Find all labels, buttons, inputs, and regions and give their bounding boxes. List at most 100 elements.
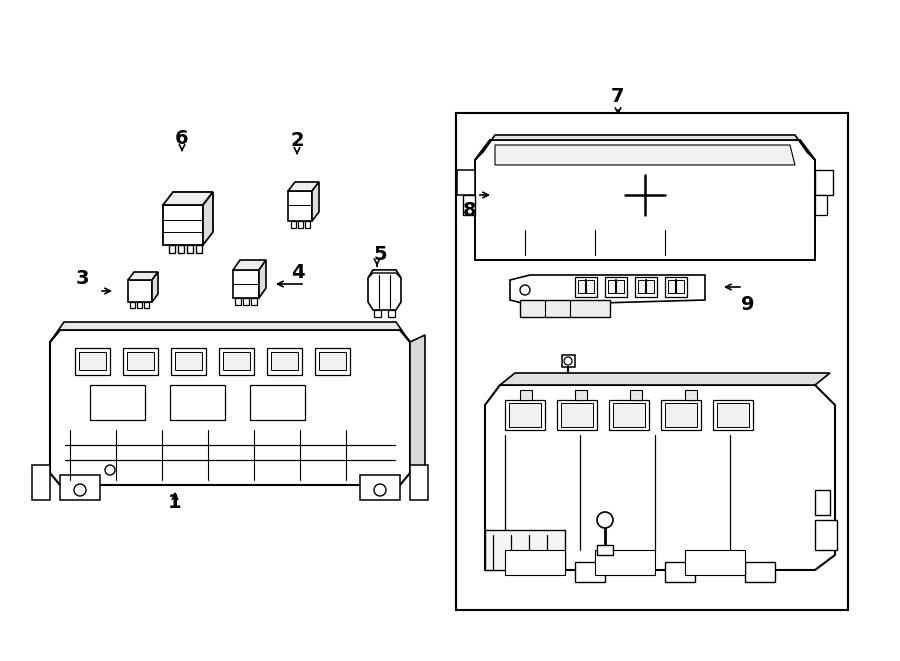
Circle shape <box>105 465 115 475</box>
Polygon shape <box>665 562 695 582</box>
Polygon shape <box>137 302 142 308</box>
Polygon shape <box>152 272 158 302</box>
Polygon shape <box>233 260 266 270</box>
Polygon shape <box>79 352 106 370</box>
Circle shape <box>564 357 572 365</box>
Polygon shape <box>630 390 642 400</box>
Polygon shape <box>613 403 645 427</box>
Polygon shape <box>163 205 203 245</box>
Polygon shape <box>605 277 627 297</box>
Polygon shape <box>635 277 657 297</box>
Polygon shape <box>312 182 319 221</box>
Polygon shape <box>219 348 254 375</box>
Polygon shape <box>815 490 830 515</box>
Circle shape <box>520 285 530 295</box>
Polygon shape <box>575 390 587 400</box>
Text: 5: 5 <box>374 245 387 264</box>
Polygon shape <box>560 377 576 385</box>
Polygon shape <box>319 352 346 370</box>
Polygon shape <box>251 298 257 305</box>
Polygon shape <box>169 245 175 253</box>
Polygon shape <box>485 530 565 570</box>
Polygon shape <box>288 182 319 191</box>
Text: 4: 4 <box>292 262 305 282</box>
Text: 8: 8 <box>464 200 477 219</box>
Polygon shape <box>368 270 401 310</box>
Text: 9: 9 <box>742 295 755 315</box>
Text: 7: 7 <box>611 87 625 106</box>
Polygon shape <box>485 385 835 570</box>
Polygon shape <box>32 465 50 500</box>
Polygon shape <box>315 348 350 375</box>
Polygon shape <box>163 192 213 205</box>
Polygon shape <box>562 355 575 367</box>
Polygon shape <box>123 348 158 375</box>
Text: 3: 3 <box>76 268 89 288</box>
Text: 6: 6 <box>176 128 189 147</box>
Polygon shape <box>685 390 697 400</box>
Polygon shape <box>661 400 701 430</box>
Polygon shape <box>196 245 202 253</box>
Polygon shape <box>510 275 705 305</box>
Polygon shape <box>609 400 649 430</box>
Polygon shape <box>745 562 775 582</box>
Polygon shape <box>668 280 684 293</box>
Polygon shape <box>130 302 135 308</box>
Polygon shape <box>815 170 833 195</box>
Polygon shape <box>50 330 410 485</box>
Circle shape <box>597 512 613 528</box>
Polygon shape <box>713 400 753 430</box>
Bar <box>456 113 848 610</box>
Polygon shape <box>475 135 815 160</box>
Polygon shape <box>463 195 475 215</box>
Polygon shape <box>557 400 597 430</box>
Polygon shape <box>127 352 154 370</box>
Polygon shape <box>665 403 697 427</box>
Polygon shape <box>608 280 624 293</box>
Polygon shape <box>90 385 145 420</box>
Polygon shape <box>128 272 158 280</box>
Polygon shape <box>374 310 381 317</box>
Polygon shape <box>410 465 428 500</box>
Polygon shape <box>815 520 837 550</box>
Polygon shape <box>128 280 152 302</box>
Polygon shape <box>509 403 541 427</box>
Polygon shape <box>233 270 259 298</box>
Polygon shape <box>457 170 475 195</box>
Polygon shape <box>388 310 395 317</box>
Polygon shape <box>288 191 312 221</box>
Polygon shape <box>267 348 302 375</box>
Polygon shape <box>187 245 193 253</box>
Polygon shape <box>171 348 206 375</box>
Polygon shape <box>170 385 225 420</box>
Polygon shape <box>243 298 249 305</box>
Polygon shape <box>298 221 303 228</box>
Text: 2: 2 <box>290 132 304 151</box>
Polygon shape <box>223 352 250 370</box>
Polygon shape <box>815 195 827 215</box>
Polygon shape <box>575 562 605 582</box>
Text: 1: 1 <box>168 492 182 512</box>
Polygon shape <box>638 280 654 293</box>
Polygon shape <box>235 298 241 305</box>
Polygon shape <box>410 335 425 473</box>
Polygon shape <box>360 475 400 500</box>
Polygon shape <box>271 352 298 370</box>
Polygon shape <box>259 260 266 298</box>
Polygon shape <box>717 403 749 427</box>
Polygon shape <box>368 270 401 278</box>
Polygon shape <box>305 221 310 228</box>
Polygon shape <box>475 140 815 260</box>
Polygon shape <box>50 322 410 342</box>
Polygon shape <box>178 245 184 253</box>
Polygon shape <box>595 550 655 575</box>
Polygon shape <box>250 385 305 420</box>
Polygon shape <box>203 192 213 245</box>
Polygon shape <box>175 352 202 370</box>
Circle shape <box>374 484 386 496</box>
Polygon shape <box>575 277 597 297</box>
Polygon shape <box>505 550 565 575</box>
Polygon shape <box>505 400 545 430</box>
Circle shape <box>74 484 86 496</box>
Polygon shape <box>578 280 594 293</box>
